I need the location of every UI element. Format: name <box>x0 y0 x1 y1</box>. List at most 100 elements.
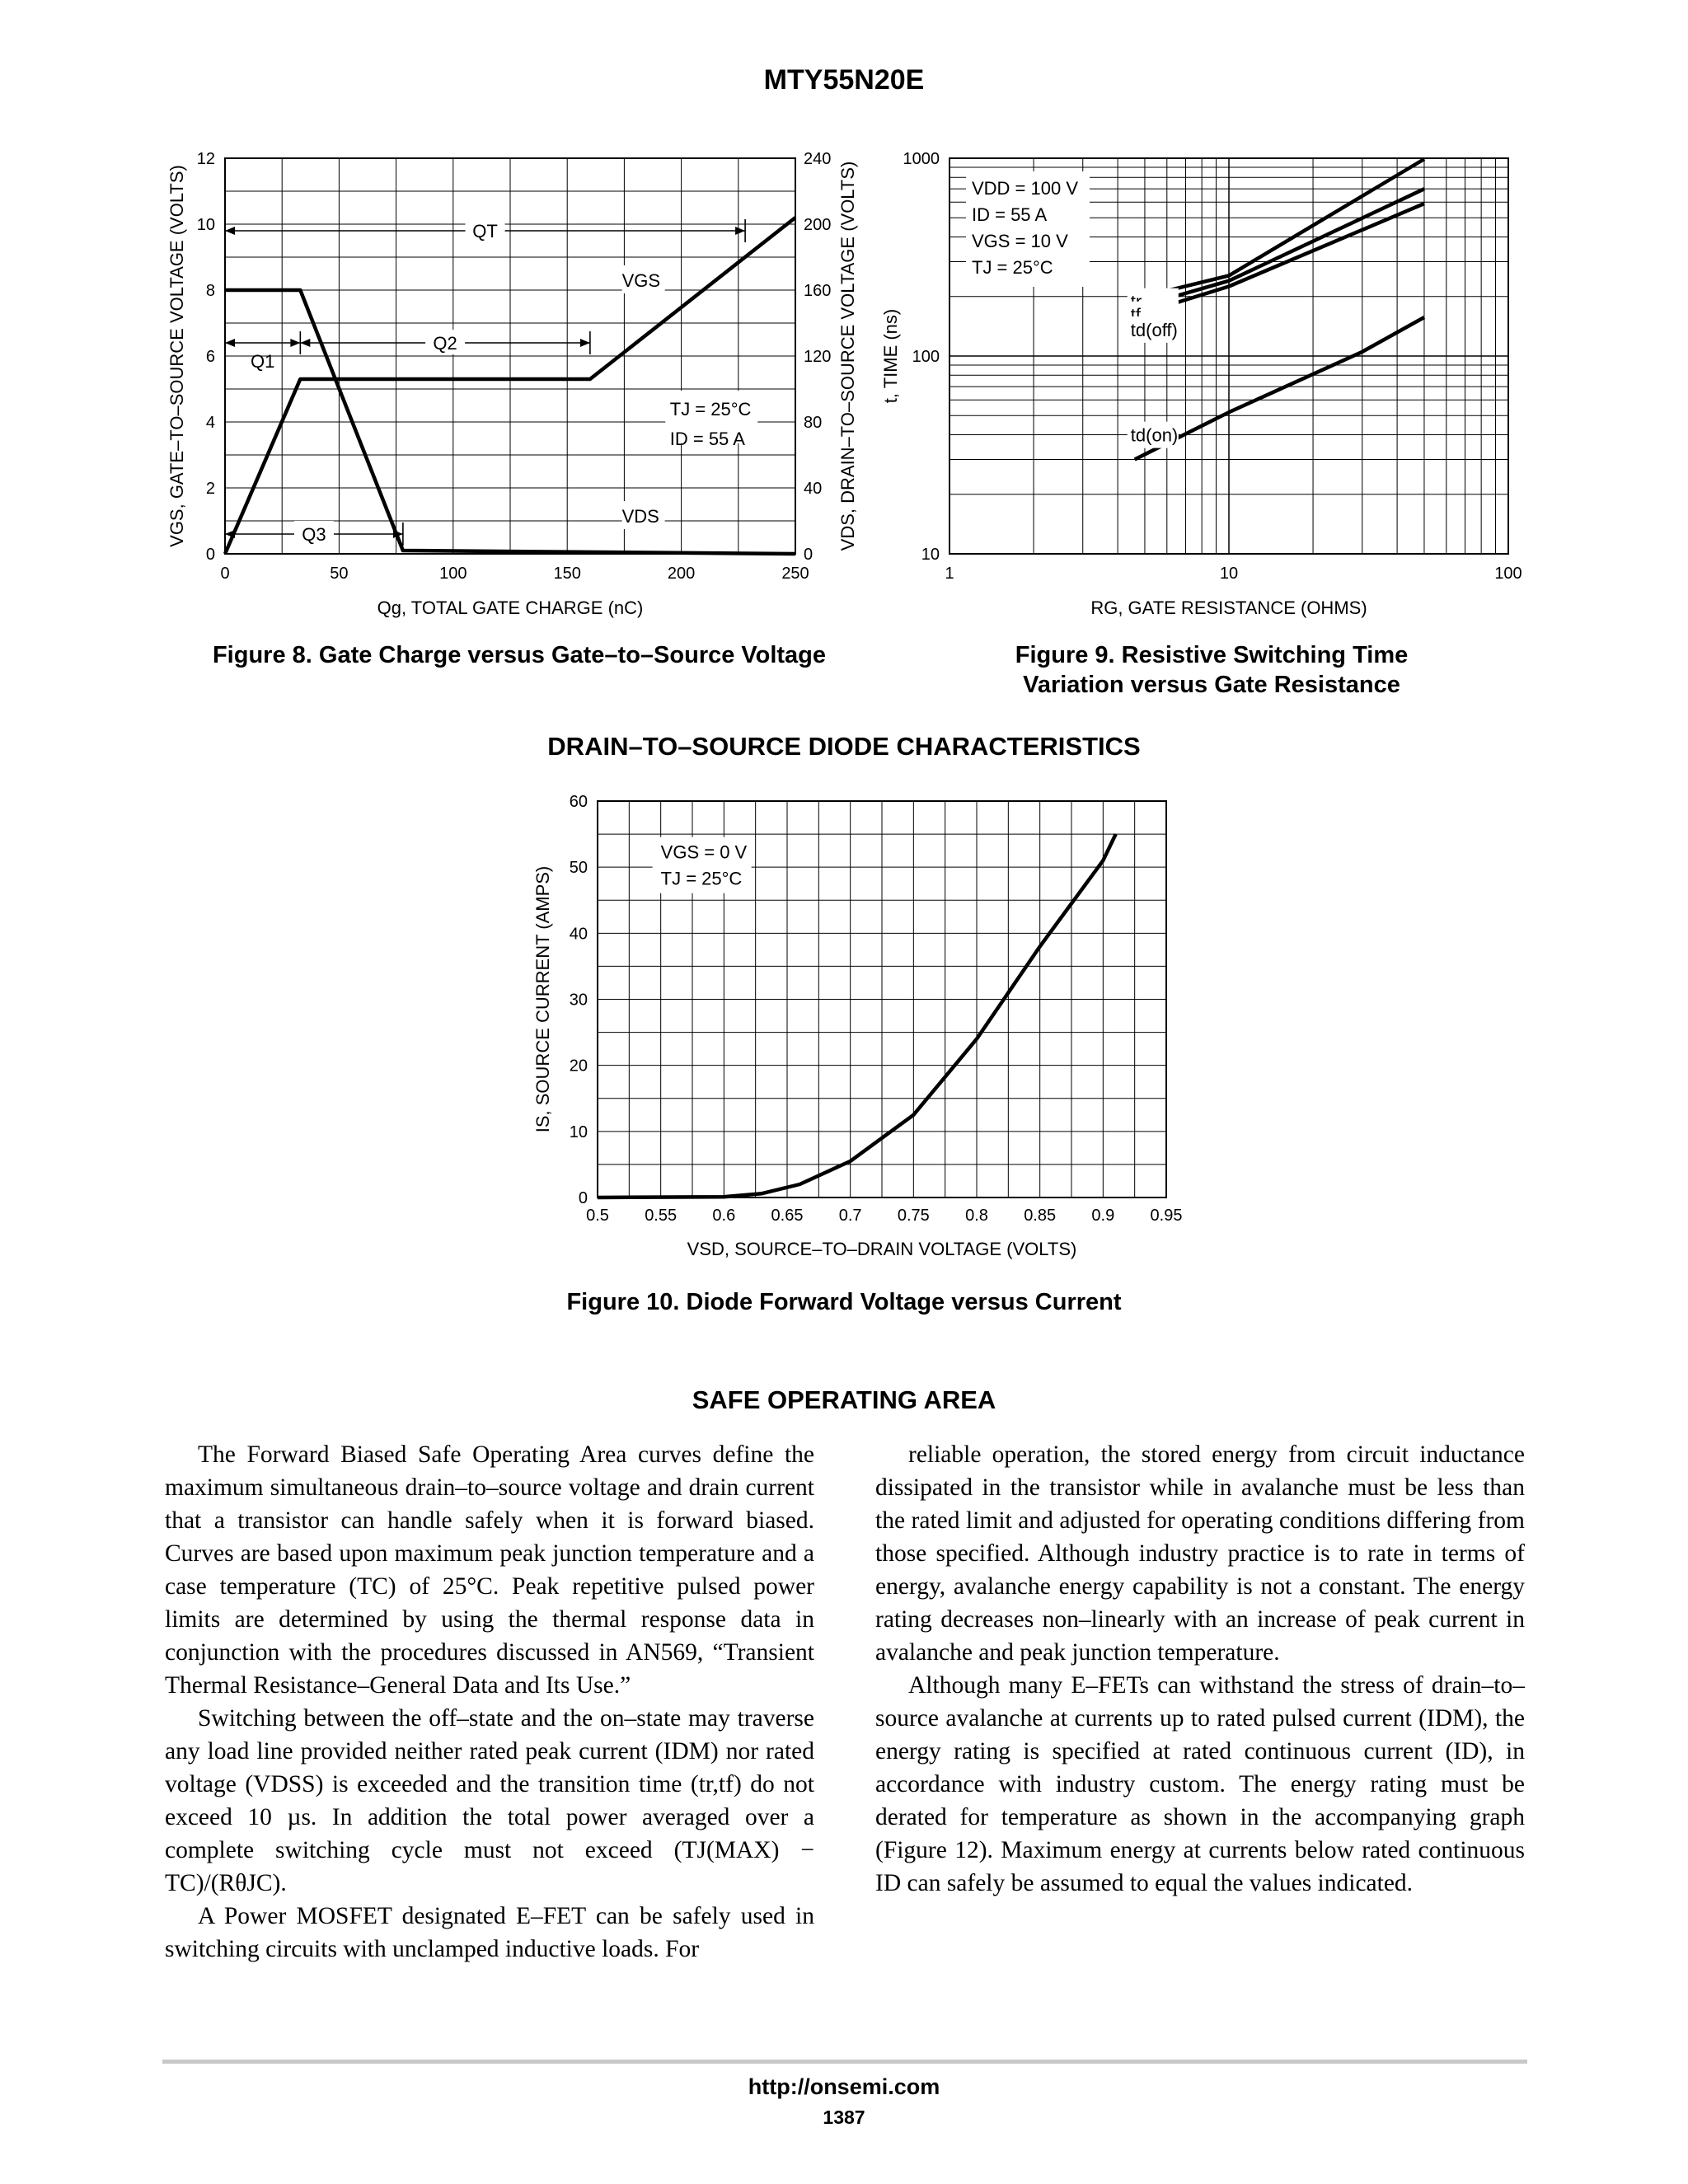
x-tick-label: 100 <box>439 565 467 583</box>
y-tick-label: 30 <box>570 991 588 1010</box>
document-title: MTY55N20E <box>763 64 925 96</box>
paragraph: Switching between the off–state and the … <box>165 1705 814 1896</box>
page-number: 1387 <box>823 2107 865 2128</box>
plot-frame <box>949 157 1509 555</box>
y-tick-label: 60 <box>570 793 588 811</box>
y2-tick-label: 240 <box>804 150 831 168</box>
y2-tick-label: 0 <box>804 546 813 564</box>
dimension-arrow-q3-head-left <box>225 530 235 538</box>
paragraph: The Forward Biased Safe Operating Area c… <box>165 1441 814 1699</box>
paragraph: reliable operation, the stored energy fr… <box>875 1441 1525 1666</box>
x-tick-label: 0.6 <box>712 1207 735 1225</box>
series-line-vgs <box>223 216 797 555</box>
dimension-arrow-q1-head-left <box>225 339 235 347</box>
figure-8-marks <box>223 216 797 556</box>
dimension-label-qt: QT <box>472 221 498 241</box>
x-tick-label: 150 <box>554 565 581 583</box>
y2-tick-label: 40 <box>804 480 822 498</box>
x-axis-label: Qg, TOTAL GATE CHARGE (nC) <box>377 598 644 618</box>
plot-frame <box>224 157 796 555</box>
label-background <box>293 521 334 546</box>
label-background <box>1127 421 1179 448</box>
series-line-vds <box>225 288 796 556</box>
right-text-column: reliable operation, the stored energy fr… <box>875 1438 1525 1900</box>
x-axis-label: VSD, SOURCE–TO–DRAIN VOLTAGE (VOLTS) <box>687 1239 1077 1259</box>
left-text-column: The Forward Biased Safe Operating Area c… <box>165 1438 814 1966</box>
series-label-vgs: VGS <box>622 270 660 291</box>
label-background <box>621 501 665 529</box>
paragraph: Although many E–FETs can withstand the s… <box>875 1672 1525 1896</box>
y-tick-label: 20 <box>570 1057 588 1076</box>
y2-tick-label: 80 <box>804 414 822 432</box>
y-tick-label: 0 <box>206 546 215 564</box>
y-tick-label: 100 <box>912 348 940 366</box>
series-line-tr <box>1134 157 1426 301</box>
test-condition: ID = 55 A <box>972 204 1047 225</box>
y2-tick-label: 160 <box>804 282 831 300</box>
x-tick-label: 100 <box>1494 565 1522 583</box>
y2-tick-label: 200 <box>804 216 831 234</box>
series-line-tdon <box>1133 316 1426 462</box>
condition-label-id: ID = 55 A <box>670 429 745 449</box>
y2-axis-label: VDS, DRAIN–TO–SOURCE VOLTAGE (VOLTS) <box>837 162 858 551</box>
figure-9-labels: 1 10 100 10 100 1000 RG, GATE RESISTANCE (OHMS… <box>880 150 1522 618</box>
dimension-arrow-q1-head-right <box>290 339 301 347</box>
x-tick-label: 0.8 <box>965 1207 988 1225</box>
figure-10-grid <box>597 800 1167 1198</box>
x-tick-label: 0.65 <box>771 1207 804 1225</box>
y-tick-label: 10 <box>197 216 215 234</box>
test-condition: VDD = 100 V <box>972 178 1078 199</box>
figure-9-caption: Figure 9. Resistive Switching Time Varia… <box>1015 642 1409 698</box>
y-axis-label: t, TIME (ns) <box>880 309 901 404</box>
y-tick-label: 6 <box>206 348 215 366</box>
footer-link[interactable]: http://onsemi.com <box>748 2074 940 2099</box>
series-line-is <box>597 833 1118 1200</box>
test-condition: VGS = 10 V <box>972 231 1068 251</box>
x-tick-label: 0 <box>220 565 229 583</box>
series-label-tdoff: td(off) <box>1131 320 1178 340</box>
dimension-arrow-qt-head-right <box>735 227 746 235</box>
label-background <box>425 330 466 354</box>
figure-10-labels: 0.5 0.55 0.6 0.65 0.7 0.75 0.8 0.85 0.9 0.95 0 10 20… <box>532 793 1182 1259</box>
condition-label-tj: TJ = 25°C <box>670 399 752 419</box>
label-background <box>665 391 758 443</box>
figure-8-caption: Figure 8. Gate Charge versus Gate–to–Sou… <box>212 642 827 668</box>
y-tick-label: 10 <box>570 1123 588 1141</box>
figure-8-grid <box>224 157 796 555</box>
x-tick-label: 0.55 <box>645 1207 677 1225</box>
safe-operating-area-heading: SAFE OPERATING AREA <box>692 1385 996 1414</box>
label-background <box>652 837 752 893</box>
figure-10-diode-chart: 0.5 0.55 0.6 0.65 0.7 0.75 0.8 0.85 0.9 0.95 0 10 20… <box>532 793 1182 1259</box>
test-condition: TJ = 25°C <box>972 257 1053 278</box>
dimension-arrow-q2-head-left <box>300 339 311 347</box>
x-tick-label: 0.5 <box>586 1207 609 1225</box>
y2-tick-label: 120 <box>804 348 831 366</box>
dimension-label-q3: Q3 <box>302 524 326 545</box>
x-tick-label: 250 <box>781 565 809 583</box>
y-tick-label: 0 <box>579 1189 588 1207</box>
dimension-label-q2: Q2 <box>433 333 457 354</box>
figure-10-marks <box>597 833 1118 1200</box>
y-tick-label: 10 <box>921 546 940 564</box>
y-tick-label: 50 <box>570 859 588 877</box>
x-tick-label: 50 <box>330 565 348 583</box>
y-tick-label: 8 <box>206 282 215 300</box>
x-tick-label: 1 <box>945 565 954 583</box>
y-tick-label: 40 <box>570 925 588 943</box>
paragraph: A Power MOSFET designated E–FET can be s… <box>165 1903 814 1962</box>
label-background <box>465 218 505 242</box>
x-tick-label: 10 <box>1220 565 1238 583</box>
label-background <box>1127 316 1179 343</box>
diode-section-heading: DRAIN–TO–SOURCE DIODE CHARACTERISTICS <box>547 732 1141 761</box>
test-condition: VGS = 0 V <box>661 842 748 863</box>
x-tick-label: 0.9 <box>1091 1207 1114 1225</box>
dimension-arrow-q3-head-right <box>392 530 403 538</box>
dimension-label-q1: Q1 <box>251 351 274 372</box>
figure-8-labels: 0 50 100 150 200 2500246810120408012016020024… <box>166 150 858 618</box>
figure-8-gate-charge-chart: 0 50 100 150 200 2500246810120408012016020024… <box>166 150 858 618</box>
x-tick-label: 0.7 <box>839 1207 862 1225</box>
x-tick-label: 0.85 <box>1024 1207 1056 1225</box>
y-tick-label: 2 <box>206 480 215 498</box>
plot-frame <box>597 800 1167 1198</box>
y-axis-label: IS, SOURCE CURRENT (AMPS) <box>532 866 553 1133</box>
